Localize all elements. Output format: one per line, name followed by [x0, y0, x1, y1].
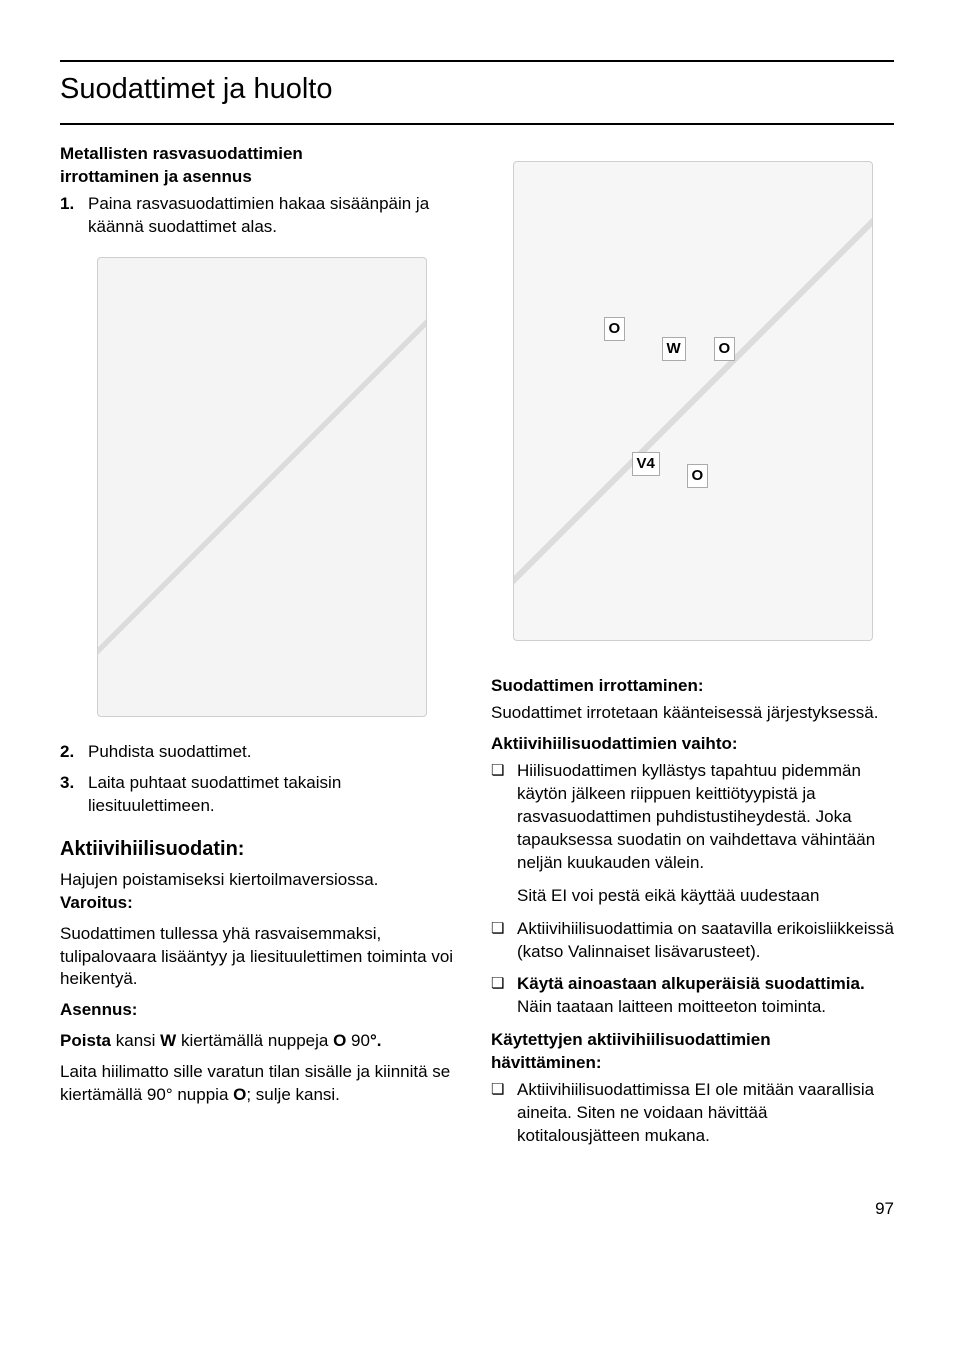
disposal-heading: Käytettyjen aktiivihiilisuodattimien häv… [491, 1029, 894, 1075]
figure-left [60, 257, 463, 717]
carbon-filter-heading: Aktiivihiilisuodatin: [60, 836, 463, 863]
step-number: 3. [60, 772, 88, 818]
list-text: Käytä ainoastaan alkuperäisiä suodattimi… [517, 973, 894, 1019]
paragraph: Suodattimen tullessa yhä rasvaisemmaksi,… [60, 923, 463, 992]
text: ; sulje kansi. [246, 1085, 340, 1104]
square-bullet-icon: ❏ [491, 918, 517, 964]
fig-label-V4: V4 [632, 452, 660, 476]
list-text: Aktiivihiilisuodattimia on saatavilla er… [517, 918, 894, 964]
label-O: O [333, 1031, 346, 1050]
illustration-motor-unit: O W O V4 O [513, 161, 873, 641]
fig-label-W: W [662, 337, 686, 361]
title-rule-top [60, 60, 894, 62]
text: 90 [346, 1031, 370, 1050]
text: Sitä EI voi pestä eikä käyttää uudestaan [517, 886, 819, 905]
list-item: ❏ Hiilisuodattimen kyllästys tapahtuu pi… [491, 760, 894, 908]
step-text: Paina rasvasuodattimien hakaa sisäänpäin… [88, 193, 463, 239]
two-column-layout: Metallisten rasvasuodattimien irrottamin… [60, 143, 894, 1158]
list-text: Aktiivihiilisuodattimissa EI ole mitään … [517, 1079, 894, 1148]
page-number: 97 [60, 1198, 894, 1221]
column-right: O W O V4 O Suodattimen irrottaminen: Suo… [491, 143, 894, 1158]
text-bold: Poista [60, 1031, 111, 1050]
disposal-bullets: ❏ Aktiivihiilisuodattimissa EI ole mitää… [491, 1079, 894, 1148]
fig-label-O: O [687, 464, 709, 488]
text: Hajujen poistamiseksi kiertoilmaversioss… [60, 870, 378, 889]
fig-label-O: O [714, 337, 736, 361]
heading-line: Käytettyjen aktiivihiilisuodattimien [491, 1030, 771, 1049]
steps-list-cont: 2. Puhdista suodattimet. 3. Laita puhtaa… [60, 741, 463, 818]
step-text: Laita puhtaat suodattimet takaisin liesi… [88, 772, 463, 818]
text: Näin taataan laitteen moitteeton toimint… [517, 997, 826, 1016]
step-number: 1. [60, 193, 88, 239]
fig-label-O: O [604, 317, 626, 341]
column-left: Metallisten rasvasuodattimien irrottamin… [60, 143, 463, 1158]
step-item: 3. Laita puhtaat suodattimet takaisin li… [60, 772, 463, 818]
title-rule-bottom [60, 123, 894, 125]
illustration-filter-removal [97, 257, 427, 717]
label-W: W [160, 1031, 176, 1050]
install-label: Asennus: [60, 999, 463, 1022]
metal-filter-heading: Metallisten rasvasuodattimien irrottamin… [60, 143, 463, 189]
figure-right: O W O V4 O [491, 161, 894, 641]
warning-label: Varoitus: [60, 893, 133, 912]
change-filter-heading: Aktiivihiilisuodattimien vaihto: [491, 733, 894, 756]
step-number: 2. [60, 741, 88, 764]
step-text: Puhdista suodattimet. [88, 741, 251, 764]
remove-filter-heading: Suodattimen irrottaminen: [491, 675, 894, 698]
steps-list: 1. Paina rasvasuodattimien hakaa sisäänp… [60, 193, 463, 239]
text: Hiilisuodattimen kyllästys tapahtuu pide… [517, 761, 875, 872]
step-item: 1. Paina rasvasuodattimien hakaa sisäänp… [60, 193, 463, 239]
paragraph: Hajujen poistamiseksi kiertoilmaversioss… [60, 869, 463, 915]
change-bullets: ❏ Hiilisuodattimen kyllästys tapahtuu pi… [491, 760, 894, 1019]
label-O: O [233, 1085, 246, 1104]
heading-line: hävittäminen: [491, 1053, 602, 1072]
heading-line: Metallisten rasvasuodattimien [60, 144, 303, 163]
paragraph: Laita hiilimatto sille varatun tilan sis… [60, 1061, 463, 1107]
text-bold: Käytä ainoastaan alkuperäisiä suodattimi… [517, 974, 865, 993]
paragraph: Suodattimet irrotetaan käänteisessä järj… [491, 702, 894, 725]
square-bullet-icon: ❏ [491, 1079, 517, 1148]
square-bullet-icon: ❏ [491, 973, 517, 1019]
list-item: ❏ Käytä ainoastaan alkuperäisiä suodatti… [491, 973, 894, 1019]
text: kansi [111, 1031, 160, 1050]
text: kiertämällä nuppeja [176, 1031, 333, 1050]
list-text: Hiilisuodattimen kyllästys tapahtuu pide… [517, 760, 894, 908]
degree: °. [370, 1031, 382, 1050]
paragraph: Poista kansi W kiertämällä nuppeja O 90°… [60, 1030, 463, 1053]
page-title: Suodattimet ja huolto [60, 68, 894, 119]
square-bullet-icon: ❏ [491, 760, 517, 908]
list-item: ❏ Aktiivihiilisuodattimia on saatavilla … [491, 918, 894, 964]
step-item: 2. Puhdista suodattimet. [60, 741, 463, 764]
heading-line: irrottaminen ja asennus [60, 167, 252, 186]
list-item: ❏ Aktiivihiilisuodattimissa EI ole mitää… [491, 1079, 894, 1148]
